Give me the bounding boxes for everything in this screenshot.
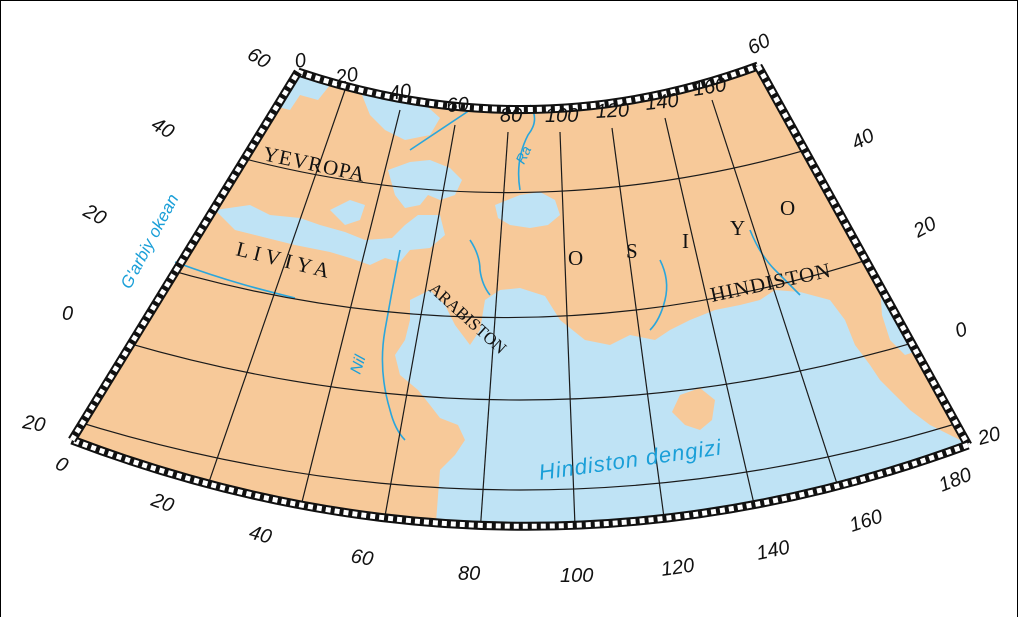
label-asia-4: Y: [730, 216, 746, 240]
right-lat-40: 40: [848, 125, 878, 155]
caspian-sea: [495, 192, 560, 228]
bottom-lon-60: 60: [349, 545, 375, 571]
label-volga: Ra: [512, 143, 534, 166]
right-lat-20: 20: [909, 213, 940, 243]
bottom-lon-100: 100: [560, 565, 593, 587]
left-lat-40: 40: [148, 113, 178, 143]
top-lon-120: 120: [595, 99, 629, 123]
left-lat-0: 0: [62, 303, 73, 325]
indus-river: [649, 259, 668, 331]
parallel-20s: [72, 419, 968, 491]
bottom-lon-120: 120: [660, 555, 696, 581]
taprobane-island: [672, 388, 715, 430]
top-lon-80: 80: [500, 105, 522, 127]
rivers: [174, 104, 801, 441]
northern-seas: [330, 90, 462, 225]
top-lon-60: 60: [446, 93, 470, 116]
top-lon-160: 160: [691, 74, 727, 101]
bottom-lon-40: 40: [247, 522, 274, 549]
bottom-lon-80: 80: [458, 563, 480, 585]
bottom-lon-160: 160: [847, 506, 886, 537]
libyan-river: [174, 261, 296, 299]
right-lat-0: 0: [952, 318, 970, 342]
label-nile: Nil: [348, 353, 370, 376]
nile-river: [381, 249, 406, 441]
ganges-river: [749, 229, 801, 296]
top-lon-40: 40: [388, 80, 413, 105]
label-asia-2: S: [626, 239, 639, 263]
right-lat-20s: 20: [975, 423, 1003, 450]
parallel-0: [84, 329, 956, 401]
bottom-lon-140: 140: [754, 536, 791, 564]
top-lon-0: 0: [293, 49, 308, 73]
right-lat-60: 60: [744, 30, 774, 60]
left-lat-20: 20: [79, 200, 110, 230]
label-asia-3: I: [682, 229, 690, 253]
label-asia-5: O: [780, 196, 796, 220]
mediterranean-sea: [215, 205, 445, 265]
parallel-40n: [179, 129, 871, 194]
left-lat-60: 60: [244, 43, 274, 73]
top-lon-100: 100: [545, 105, 578, 127]
bottom-lon-20: 20: [147, 489, 176, 518]
bottom-lon-180: 180: [936, 464, 975, 497]
top-lon-140: 140: [644, 90, 679, 115]
bottom-lon-0: 0: [52, 453, 71, 478]
parallel-20n: [104, 239, 926, 319]
northern-river: [409, 109, 471, 151]
left-lat-20s: 20: [20, 411, 47, 437]
top-lon-20: 20: [333, 63, 360, 89]
label-asia-1: O: [568, 246, 584, 270]
tigris-river: [469, 239, 491, 296]
map-border: [68, 61, 972, 531]
